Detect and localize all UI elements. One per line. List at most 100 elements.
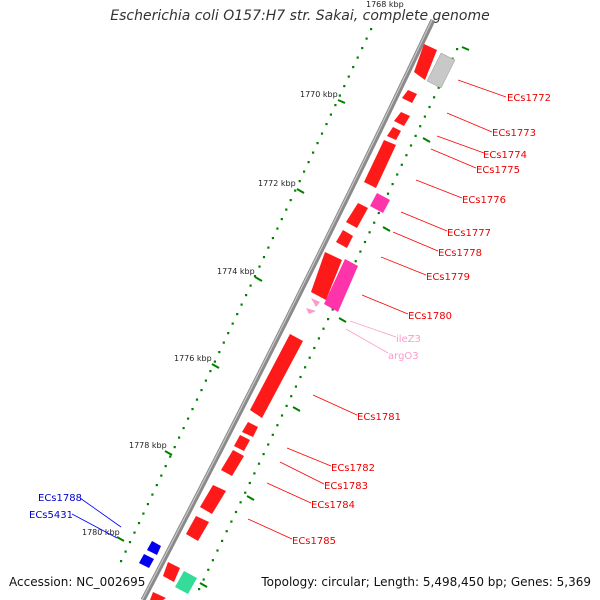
outer-guide-dot xyxy=(257,462,261,465)
gene-feature-ecs1775 xyxy=(387,127,401,140)
genome-backbone xyxy=(140,18,436,600)
inner-guide-dot xyxy=(352,66,355,69)
inner-guide-dot xyxy=(137,522,141,525)
gene-feature-ecs1772 xyxy=(414,44,437,80)
topology-label: Topology: circular; Length: 5,498,450 bp… xyxy=(261,575,591,589)
outer-guide-dot xyxy=(363,240,367,244)
outer-guide-dot xyxy=(327,318,330,321)
outer-tick-6 xyxy=(246,495,255,501)
outer-guide-dot xyxy=(234,510,238,514)
inner-guide-dot xyxy=(240,303,243,306)
outer-guide-dot xyxy=(285,404,288,407)
tick-mark-1778 xyxy=(164,450,173,456)
gene-label-ecs1775: ECs1775 xyxy=(476,165,520,176)
tick-mark-1770 xyxy=(337,99,346,104)
gene-label-ilez3: ileZ3 xyxy=(396,334,421,345)
outer-guide-dot xyxy=(428,105,431,109)
outer-guide-dot xyxy=(308,356,311,359)
inner-guide-dot xyxy=(338,94,341,97)
leader-ecs1781 xyxy=(312,394,358,416)
gene-label-ecs1784: ECs1784 xyxy=(311,500,355,511)
outer-guide-dot xyxy=(304,366,307,369)
inner-guide-dot xyxy=(343,85,346,88)
gene-label-ecs1777: ECs1777 xyxy=(447,228,491,239)
genome-backbone-highlight xyxy=(141,19,433,600)
inner-guide-dot xyxy=(142,512,145,515)
inner-guide-dot xyxy=(370,28,373,31)
gene-label-ecs1776: ECs1776 xyxy=(462,195,506,206)
inner-guide-dot xyxy=(356,56,359,59)
inner-guide-dot xyxy=(316,142,319,145)
inner-guide-dot xyxy=(164,465,167,468)
gene-label-ecs1772: ECs1772 xyxy=(507,93,551,104)
outer-guide-dot xyxy=(202,578,205,581)
tick-label-1772: 1772 kbp xyxy=(258,179,296,188)
outer-guide-dot xyxy=(248,481,251,485)
inner-guide-dot xyxy=(133,531,136,534)
inner-guide-dot xyxy=(146,503,149,506)
inner-guide-dot xyxy=(253,275,257,278)
outer-tick-3 xyxy=(382,226,391,232)
gene-feature-red-bottom-2 xyxy=(150,592,166,600)
gene-label-ecs1773: ECs1773 xyxy=(492,128,536,139)
gene-feature-ilez3 xyxy=(311,298,320,307)
outer-guide-dot xyxy=(271,433,274,436)
outer-guide-dot xyxy=(211,559,214,562)
gene-feature-ecs1781 xyxy=(250,334,303,418)
inner-guide-dot xyxy=(312,151,315,154)
inner-guide-dot xyxy=(195,398,199,401)
outer-tick-5 xyxy=(292,406,301,412)
outer-guide-dot xyxy=(391,183,394,186)
tick-label-1780: 1780 kbp xyxy=(82,528,120,537)
gene-feature-ecs1784 xyxy=(221,450,244,476)
inner-guide-dot xyxy=(365,37,368,40)
outer-guide-dot xyxy=(280,414,284,417)
inner-guide-dot xyxy=(325,123,328,126)
inner-guide-dot xyxy=(160,474,163,477)
tick-mark-1780 xyxy=(116,536,125,542)
outer-guide-dot xyxy=(239,501,242,504)
inner-guide-dot xyxy=(169,455,172,458)
tick-mark-1772 xyxy=(296,188,305,194)
gene-feature-ecs1779 xyxy=(311,252,342,300)
gene-feature-magenta-2 xyxy=(324,259,358,312)
inner-guide-dot xyxy=(231,322,234,325)
inner-guide-dot xyxy=(258,265,261,268)
outer-guide-dot xyxy=(216,549,219,552)
inner-guide-dot xyxy=(218,351,221,354)
inner-guide-dot xyxy=(187,417,190,420)
tick-label-1770: 1770 kbp xyxy=(300,90,338,99)
leader-ecs1774 xyxy=(436,135,485,154)
inner-guide-dot xyxy=(347,75,350,78)
outer-guide-dot xyxy=(437,86,440,89)
outer-guide-dot xyxy=(290,395,293,398)
inner-guide-dot xyxy=(222,341,225,344)
outer-tick-7 xyxy=(199,582,208,588)
inner-guide-dot xyxy=(227,332,230,335)
leader-ecs1785 xyxy=(247,518,293,540)
leader-lines-trna xyxy=(345,320,397,354)
outer-guide-dot xyxy=(377,211,380,215)
inner-guide-dot xyxy=(280,218,283,221)
gene-feature-ecs1773 xyxy=(402,90,417,103)
gene-feature-ecs1788 xyxy=(147,541,161,555)
gene-label-ecs1781: ECs1781 xyxy=(357,412,401,423)
gene-label-ecs1782: ECs1782 xyxy=(331,463,375,474)
gene-feature-ecs1782 xyxy=(242,422,258,437)
outer-guide-dot xyxy=(331,308,334,311)
inner-guide-dot xyxy=(294,189,297,192)
outer-guide-dot xyxy=(253,472,256,475)
leader-ilez3 xyxy=(349,320,397,338)
inner-guide-dot xyxy=(213,360,216,363)
outer-guide-dot xyxy=(456,48,459,51)
leader-ecs1782 xyxy=(286,447,332,467)
outer-guide-dot xyxy=(299,375,302,379)
outer-guide-dot xyxy=(244,491,247,494)
inner-guide-dot xyxy=(155,484,158,487)
inner-guide-dot xyxy=(303,170,306,173)
outer-guide-dot xyxy=(396,173,399,176)
inner-guide-dot xyxy=(204,379,207,382)
outer-guide-dot xyxy=(322,327,325,330)
outer-guide-dot xyxy=(313,346,316,350)
